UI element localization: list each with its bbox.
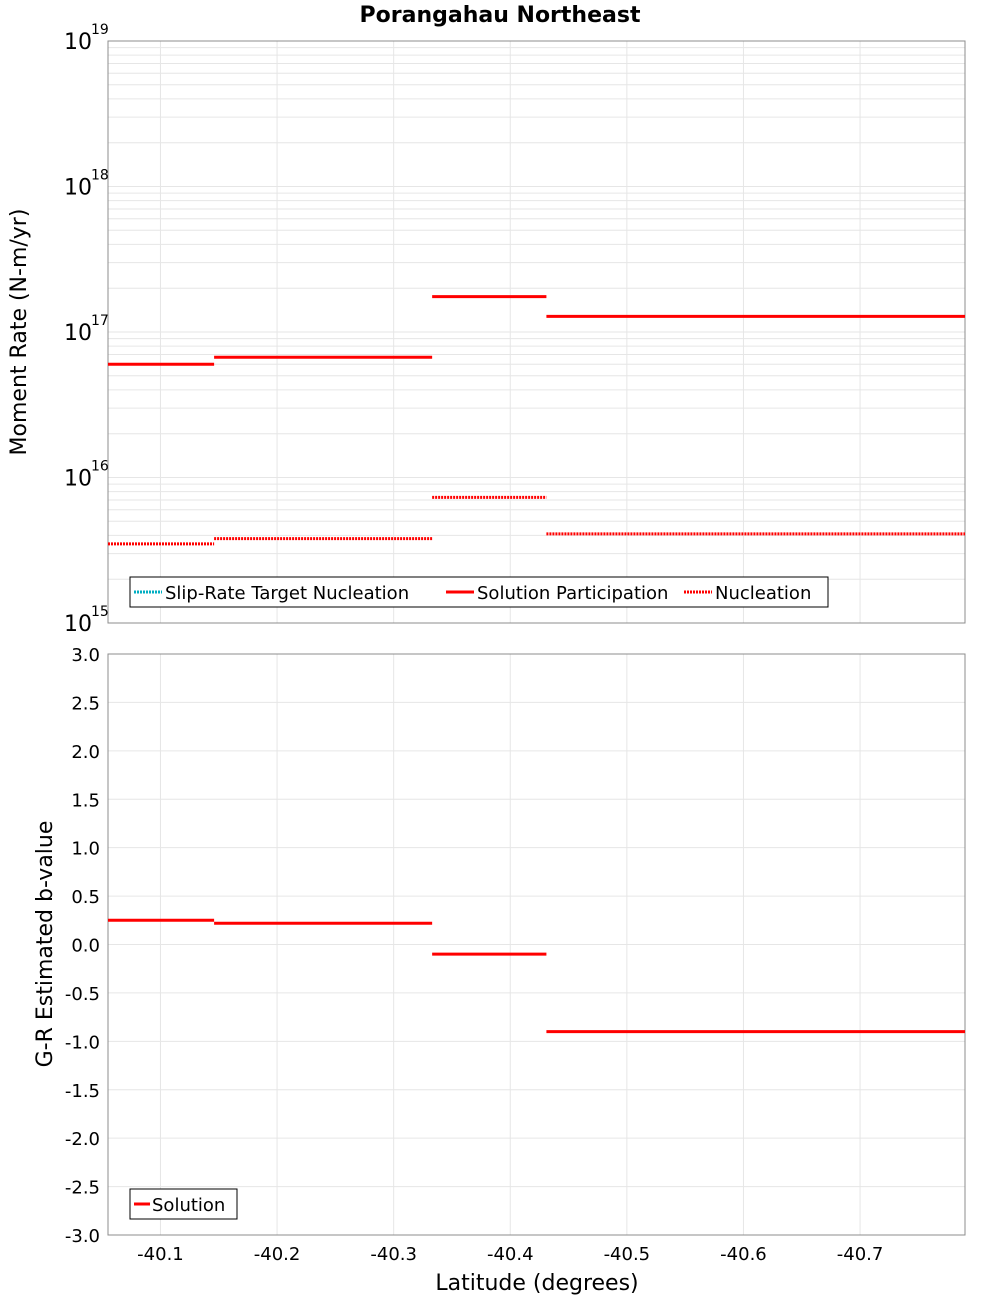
b-value-panel: 3.0 2.5 2.0 1.5 1.0 0.5 0.0 -0.5 -1.0 -1.5 -2.0 -2.…	[33, 645, 966, 1296]
moment-rate-y-axis-label: Moment Rate (N-m/yr)	[7, 209, 32, 456]
b-value-y-tick-2-0: -2.0	[65, 1129, 100, 1150]
latitude-x-ticks: -40.1 -40.2 -40.3 -40.4 -40.5 -40.6 -40.7	[137, 1244, 883, 1265]
b-value-y-tick-0-5: -0.5	[65, 984, 100, 1005]
b-value-y-tick-3-0: -3.0	[65, 1226, 100, 1247]
b-value-y-tick-2-5: -2.5	[65, 1178, 100, 1199]
moment-rate-y-tick-1e18: 1018	[64, 168, 109, 201]
legend-label-solution-participation: Solution Participation	[477, 583, 668, 604]
tick-base: 10	[64, 321, 92, 346]
b-value-y-tick-0-5: 0.5	[71, 887, 100, 908]
tick-exponent: 17	[91, 313, 109, 329]
tick-exponent: 19	[91, 22, 109, 38]
legend-label-nucleation: Nucleation	[715, 583, 811, 604]
tick-base: 10	[64, 612, 92, 637]
b-value-legend: Solution	[129, 1188, 238, 1220]
moment-rate-y-tick-1e17: 1017	[64, 313, 109, 346]
tick-base: 10	[64, 176, 92, 201]
latitude-x-tick-40-7: -40.7	[837, 1244, 884, 1265]
latitude-x-tick-40-5: -40.5	[604, 1244, 651, 1265]
tick-exponent: 15	[91, 604, 109, 620]
b-value-y-tick-1-0: -1.0	[65, 1032, 100, 1053]
moment-rate-y-tick-1e15: 1015	[64, 604, 109, 637]
latitude-x-tick-40-6: -40.6	[720, 1244, 767, 1265]
latitude-x-tick-40-3: -40.3	[370, 1244, 417, 1265]
tick-base: 10	[64, 30, 92, 55]
b-value-y-tick-3-0: 3.0	[71, 645, 100, 666]
moment-rate-series	[108, 295, 965, 546]
moment-rate-y-tick-1e19: 1019	[64, 22, 109, 55]
b-value-y-tick-1-5: -1.5	[65, 1081, 100, 1102]
b-value-y-tick-2-0: 2.0	[71, 742, 100, 763]
legend-label-slip-rate-target-nucleation: Slip-Rate Target Nucleation	[165, 583, 409, 604]
b-value-y-tick-2-5: 2.5	[71, 693, 100, 714]
tick-base: 10	[64, 467, 92, 492]
chart-title: Porangahau Northeast	[360, 3, 641, 28]
latitude-x-tick-40-1: -40.1	[137, 1244, 184, 1265]
b-value-grid	[108, 653, 965, 1236]
moment-rate-plot-frame	[107, 40, 966, 624]
x-axis-label: Latitude (degrees)	[435, 1271, 638, 1296]
b-value-plot-frame	[107, 653, 966, 1236]
legend-label-solution: Solution	[152, 1195, 225, 1216]
tick-exponent: 18	[91, 168, 109, 184]
latitude-x-tick-40-2: -40.2	[254, 1244, 301, 1265]
b-value-y-ticks: 3.0 2.5 2.0 1.5 1.0 0.5 0.0 -0.5 -1.0 -1.5 -2.0 -2.…	[65, 645, 100, 1247]
moment-rate-grid	[108, 41, 965, 624]
b-value-y-axis-label: G-R Estimated b-value	[33, 821, 58, 1068]
latitude-x-tick-40-4: -40.4	[487, 1244, 534, 1265]
moment-rate-y-tick-1e16: 1016	[64, 459, 109, 492]
b-value-y-tick-1-5: 1.5	[71, 790, 100, 811]
moment-rate-legend: Slip-Rate Target Nucleation Solution Part…	[129, 576, 829, 608]
b-value-series	[108, 918, 965, 1034]
b-value-y-tick-0-0: 0.0	[71, 936, 100, 957]
tick-exponent: 16	[91, 459, 109, 475]
b-value-y-tick-1-0: 1.0	[71, 839, 100, 860]
